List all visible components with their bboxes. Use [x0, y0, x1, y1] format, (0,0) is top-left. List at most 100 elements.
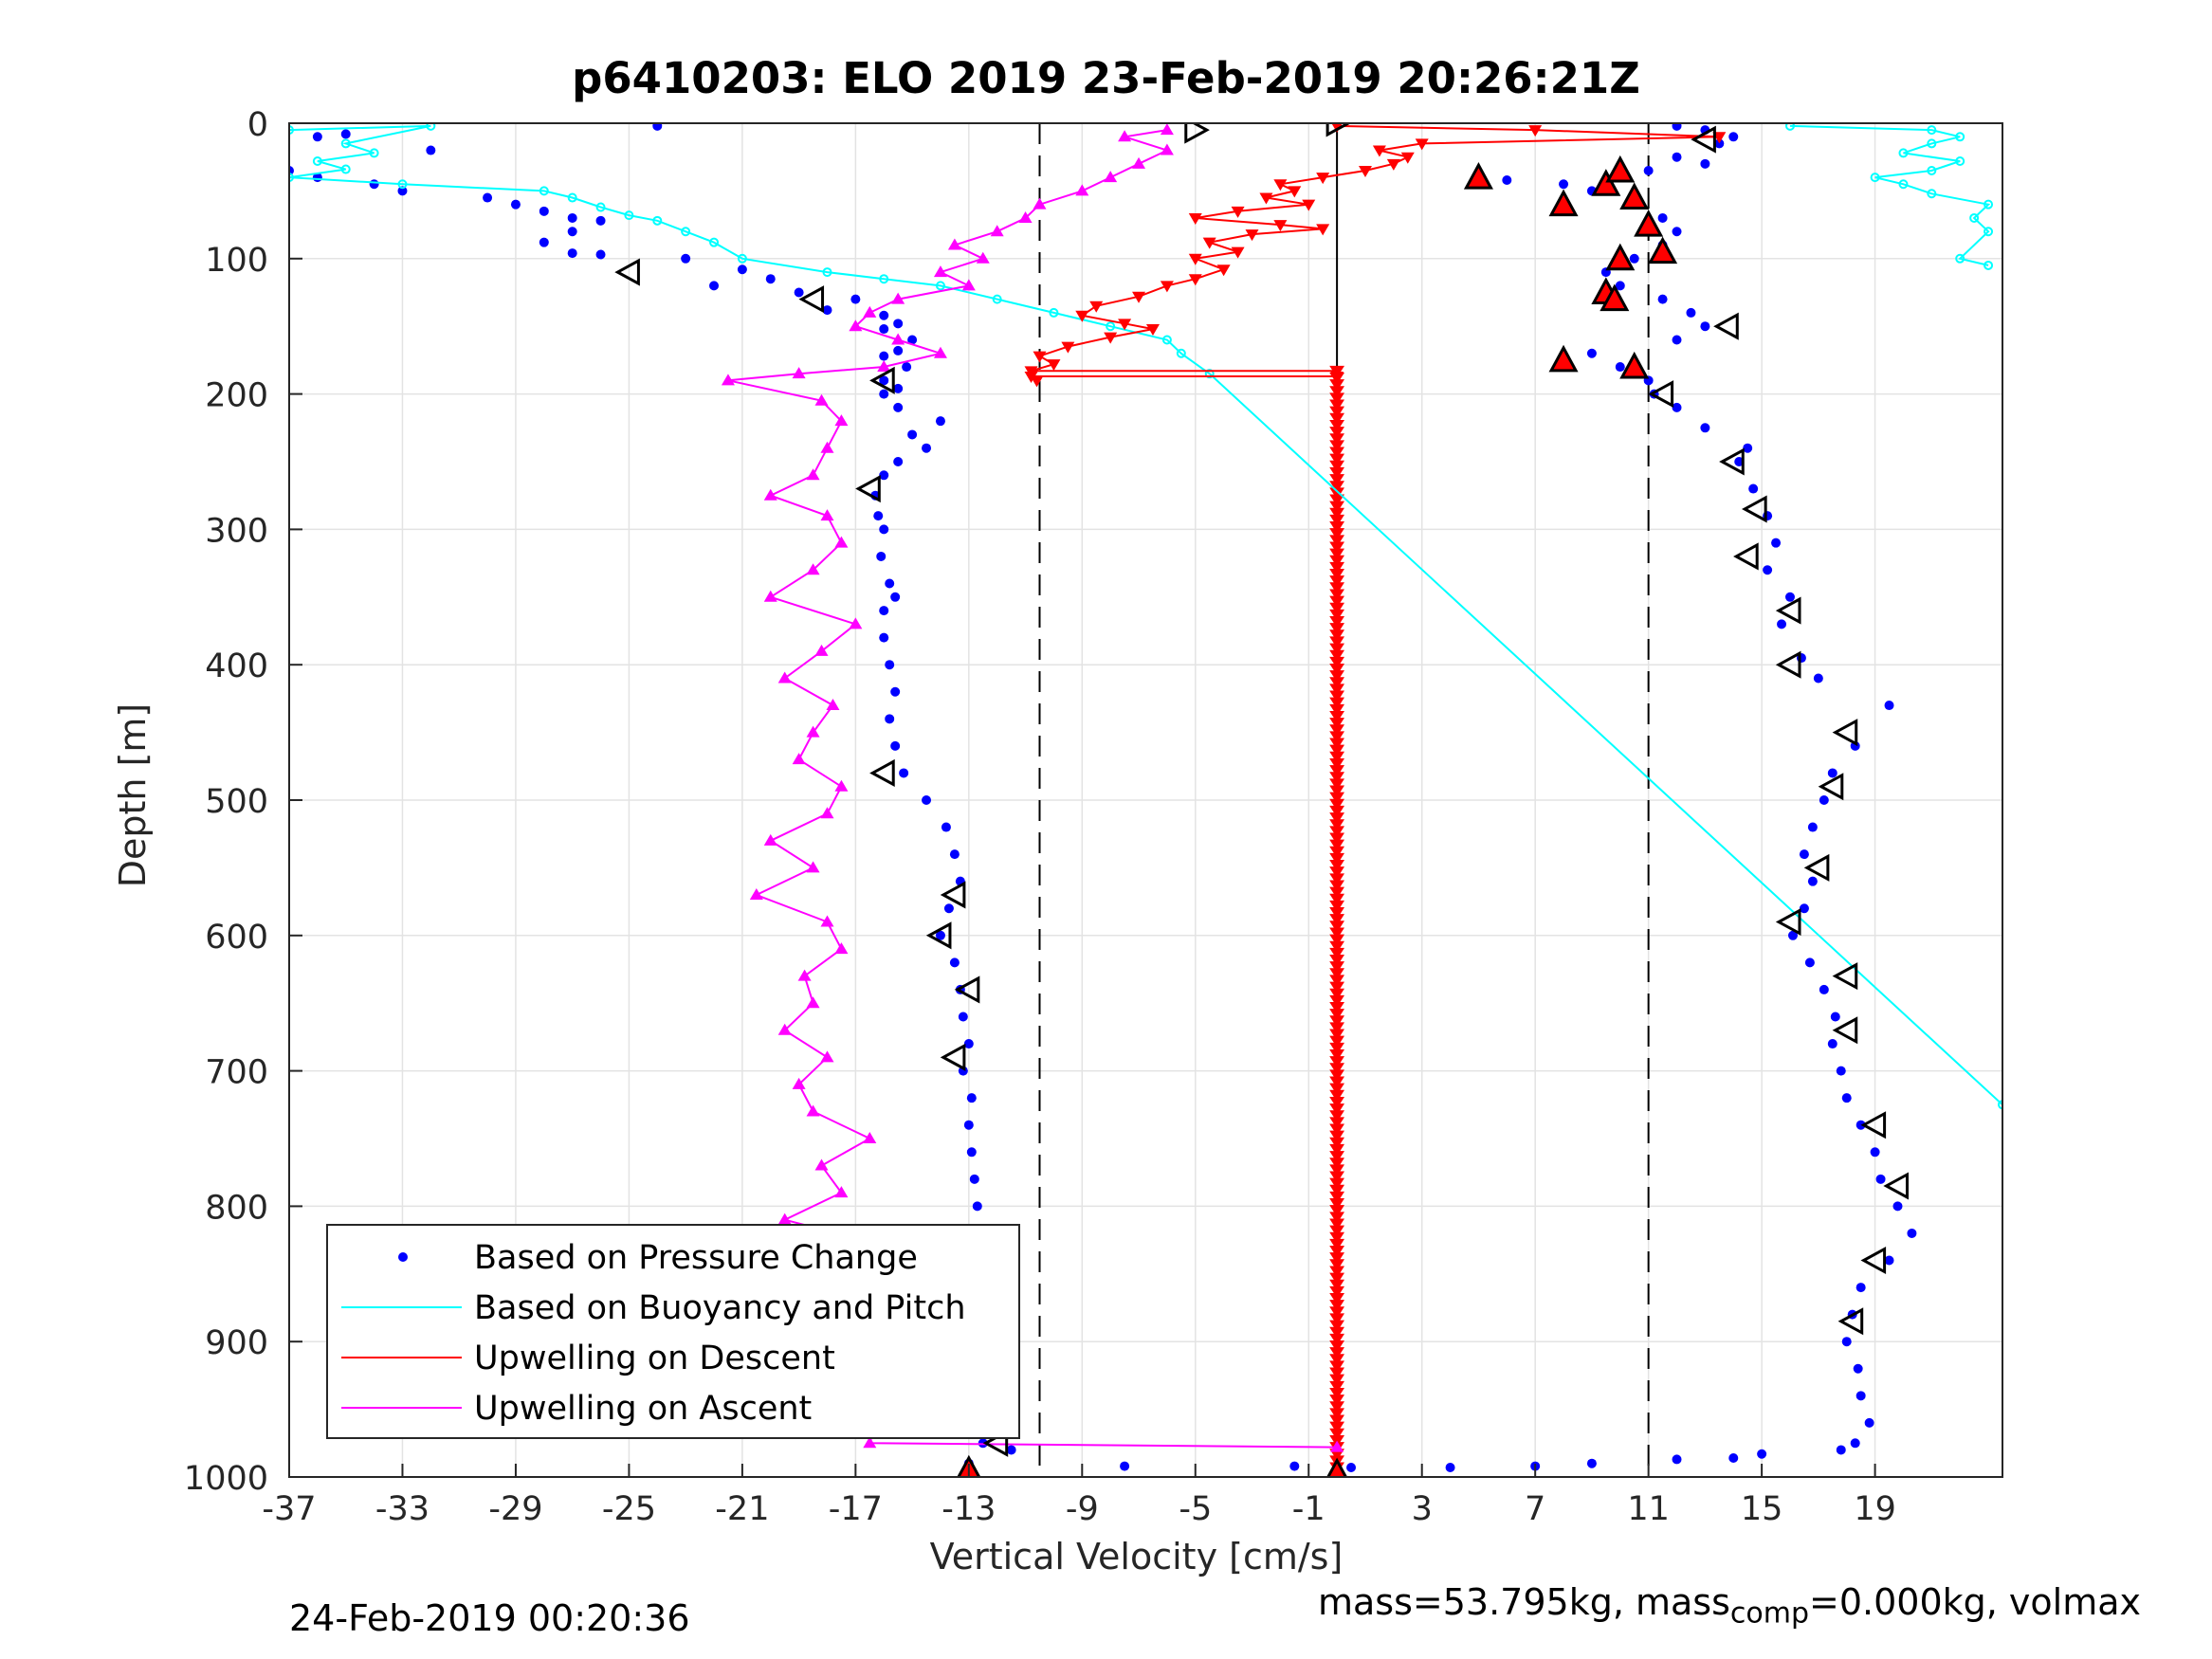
descent-upwelling-marker	[1329, 1320, 1345, 1332]
descent-upwelling-point	[1386, 158, 1400, 171]
buoyancy-point	[624, 210, 634, 221]
descent-upwelling-point	[1231, 206, 1245, 218]
descent-upwelling-marker	[1329, 921, 1345, 933]
open-triangle-marker	[1733, 542, 1759, 571]
descent-upwelling-marker	[1329, 474, 1345, 486]
y-tick-label: 100	[205, 242, 268, 280]
descent-upwelling-marker	[1329, 1103, 1345, 1116]
descent-upwelling-marker	[1329, 440, 1345, 452]
pressure-point	[1700, 158, 1710, 169]
x-tick-label: -25	[602, 1490, 656, 1528]
pressure-point	[879, 470, 889, 481]
descent-upwelling-point	[1415, 138, 1429, 151]
red-triangle-marker	[1591, 169, 1621, 196]
descent-upwelling-marker	[1329, 731, 1345, 743]
descent-upwelling-marker	[1329, 893, 1345, 906]
open-triangle-marker	[869, 366, 895, 394]
descent-upwelling-marker	[1329, 1421, 1345, 1434]
open-triangle-marker	[940, 881, 966, 909]
descent-upwelling-marker	[1329, 1015, 1345, 1028]
ascent-upwelling-point	[863, 305, 877, 318]
descent-upwelling-marker	[1329, 772, 1345, 784]
footer-mass-prefix: mass=53.795kg, mass	[1318, 1581, 1730, 1623]
descent-upwelling-marker	[1329, 602, 1345, 615]
descent-upwelling-marker	[1329, 541, 1345, 554]
descent-upwelling-marker	[1329, 1218, 1345, 1231]
descent-upwelling-marker	[1329, 738, 1345, 750]
pressure-point	[963, 1039, 974, 1049]
buoyancy-point	[1870, 173, 1880, 183]
pressure-point	[873, 511, 884, 521]
ascent-upwelling-point	[820, 509, 834, 521]
descent-upwelling-marker	[1329, 1212, 1345, 1224]
buoyancy-point	[567, 192, 577, 203]
open-triangle-marker	[1719, 447, 1745, 476]
x-tick-label: -9	[1066, 1490, 1099, 1528]
descent-upwelling-marker	[1329, 873, 1345, 885]
open-triangle-marker	[1832, 1016, 1858, 1045]
descent-upwelling-marker	[1329, 765, 1345, 777]
ascent-upwelling-point	[877, 360, 891, 373]
descent-upwelling-marker	[1329, 1063, 1345, 1075]
open-triangle-marker	[1775, 596, 1801, 625]
footer-mass-suffix: =0.000kg, volmax	[1809, 1581, 2142, 1623]
ascent-upwelling-point	[777, 1212, 792, 1225]
pressure-point	[1757, 1449, 1767, 1459]
pressure-point	[1743, 443, 1753, 453]
descent-upwelling-marker	[1329, 1380, 1345, 1394]
descent-upwelling-marker	[1329, 528, 1345, 540]
descent-upwelling-point	[1132, 291, 1146, 303]
descent-upwelling-marker	[1329, 589, 1345, 601]
descent-upwelling-marker	[1329, 460, 1345, 473]
open-triangle-marker	[1713, 312, 1739, 340]
descent-upwelling-marker	[1329, 609, 1345, 622]
y-tick-label: 500	[205, 783, 268, 821]
descent-upwelling-marker	[1329, 1395, 1345, 1407]
pressure-point	[312, 132, 322, 142]
buoyancy-point	[681, 227, 691, 237]
descent-upwelling-marker	[1329, 955, 1345, 967]
pressure-point	[935, 416, 945, 427]
descent-upwelling-marker	[1329, 1354, 1345, 1366]
buoyancy-point	[340, 164, 351, 174]
ascent-upwelling-point	[1330, 1440, 1344, 1452]
ascent-upwelling-point	[806, 996, 820, 1009]
descent-upwelling-marker	[1329, 656, 1345, 669]
pressure-point	[1763, 565, 1773, 575]
ascent-upwelling-point	[933, 346, 947, 358]
descent-upwelling-marker	[1329, 1333, 1345, 1346]
ascent-upwelling-point	[1075, 184, 1089, 196]
descent-upwelling-marker	[1329, 826, 1345, 838]
open-triangle-marker	[1803, 853, 1830, 882]
descent-upwelling-marker	[1329, 548, 1345, 561]
descent-upwelling-marker	[1329, 1360, 1345, 1373]
pressure-point	[879, 375, 889, 386]
pressure-point	[879, 524, 889, 535]
descent-upwelling-marker	[1329, 1171, 1345, 1183]
pressure-point	[369, 179, 379, 190]
descent-upwelling-point	[1400, 152, 1415, 164]
pressure-point	[972, 1201, 982, 1212]
pressure-point	[1836, 1445, 1846, 1455]
ascent-upwelling-point	[792, 1077, 806, 1089]
ascent-upwelling-point	[721, 374, 735, 386]
red-triangle-marker	[1619, 182, 1650, 210]
descent-upwelling-point	[1273, 179, 1288, 191]
descent-upwelling-marker	[1329, 521, 1345, 534]
pressure-point	[765, 274, 776, 284]
pressure-point	[1728, 1453, 1739, 1464]
pressure-point	[922, 795, 932, 805]
open-triangle-marker	[1648, 380, 1674, 409]
pressure-point	[1856, 1391, 1866, 1401]
descent-upwelling-marker	[1329, 1387, 1345, 1400]
pressure-point	[1700, 423, 1710, 433]
pressure-point	[1686, 307, 1696, 318]
descent-upwelling-point	[1358, 165, 1372, 177]
descent-upwelling-marker	[1329, 1001, 1345, 1014]
descent-upwelling-marker	[1329, 1347, 1345, 1359]
pressure-point	[1784, 592, 1795, 602]
pressure-point	[1672, 152, 1682, 162]
descent-upwelling-marker	[1329, 427, 1345, 439]
descent-upwelling-marker	[1329, 1326, 1345, 1340]
x-tick-label: 3	[1412, 1490, 1433, 1528]
